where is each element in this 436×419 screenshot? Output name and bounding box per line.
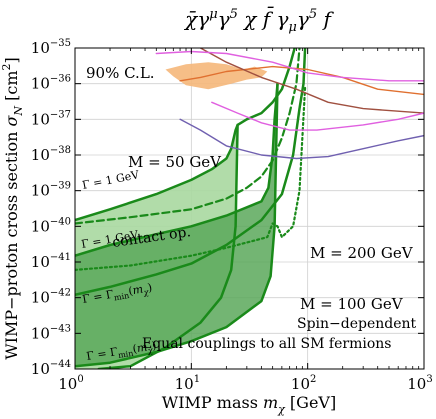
x-tick-label: 101 [175, 374, 200, 393]
y-tick-label: 10−36 [31, 74, 71, 93]
series-purple-limit [179, 118, 424, 160]
y-tick-label: 10−42 [31, 288, 71, 307]
y-tick-label: 10−43 [31, 323, 71, 342]
annotation-min-m: Γ = Γmin(mχ) [85, 339, 157, 365]
annotation-m-200-gev: M = 200 GeV [310, 244, 414, 262]
chart-title: χ̄γμγ5 χ f̄ γμγ5 f [183, 6, 334, 35]
series-min-dotted [75, 86, 307, 271]
x-tick-labels: 100 101 102 103 [58, 374, 432, 393]
y-axis-label: WIMP−proton cross section σN [cm2] [0, 57, 25, 360]
y-tick-label: 10−39 [31, 181, 71, 200]
y-tick-labels: 10−35 10−36 10−37 10−38 10−39 10−40 10−41 10−42… [31, 38, 71, 378]
series-brown-limit [199, 48, 424, 114]
series-contact-op [75, 48, 301, 225]
title-text: χ̄γμγ5 χ f̄ γμγ5 f [183, 6, 334, 35]
annotation-equal-couplings-to-all-sm-fermions: Equal couplings to all SM fermions [142, 336, 391, 352]
series-magenta-limit-2 [211, 101, 424, 131]
y-axis-label-text: WIMP−proton cross section σN [cm2] [0, 57, 25, 360]
series-m-200-gev [75, 48, 307, 297]
annotation-90-c-l: 90% C.L. [86, 64, 155, 82]
plot-frame [74, 47, 425, 370]
y-tick-label: 10−38 [31, 145, 71, 164]
y-tick-label: 10−35 [31, 38, 71, 57]
y-tick-label: 10−44 [31, 359, 71, 378]
series-m-50-gev [75, 48, 296, 222]
series-magenta-limit-1 [155, 50, 424, 82]
band-m-100-gev [75, 83, 278, 367]
annotation-spin-dependent: Spin−dependent [297, 316, 417, 332]
y-tick-label: 10−41 [31, 252, 71, 271]
series-m-100-gev-lower [75, 82, 279, 368]
x-tick-label: 103 [407, 374, 432, 393]
x-axis-label-text: WIMP mass mχ [GeV] [162, 393, 336, 416]
x-tick-label: 100 [58, 374, 83, 393]
annotation-min-m: Γ = Γmin(mχ) [81, 281, 153, 308]
series-m-100-gev [75, 82, 279, 257]
plot-data [75, 48, 424, 369]
series-m-50-gev-lower [97, 123, 239, 369]
y-tick-label: 10−40 [31, 216, 71, 235]
plot-border [74, 47, 425, 370]
axis-ticks [74, 47, 425, 370]
x-tick-label: 102 [291, 374, 316, 393]
annotation-m-50-gev: M = 50 GeV [128, 153, 222, 171]
annotation-m-100-gev: M = 100 GeV [300, 295, 404, 313]
x-axis-label: WIMP mass mχ [GeV] [162, 393, 336, 416]
y-tick-label: 10−37 [31, 109, 71, 128]
orange-region [165, 62, 268, 90]
